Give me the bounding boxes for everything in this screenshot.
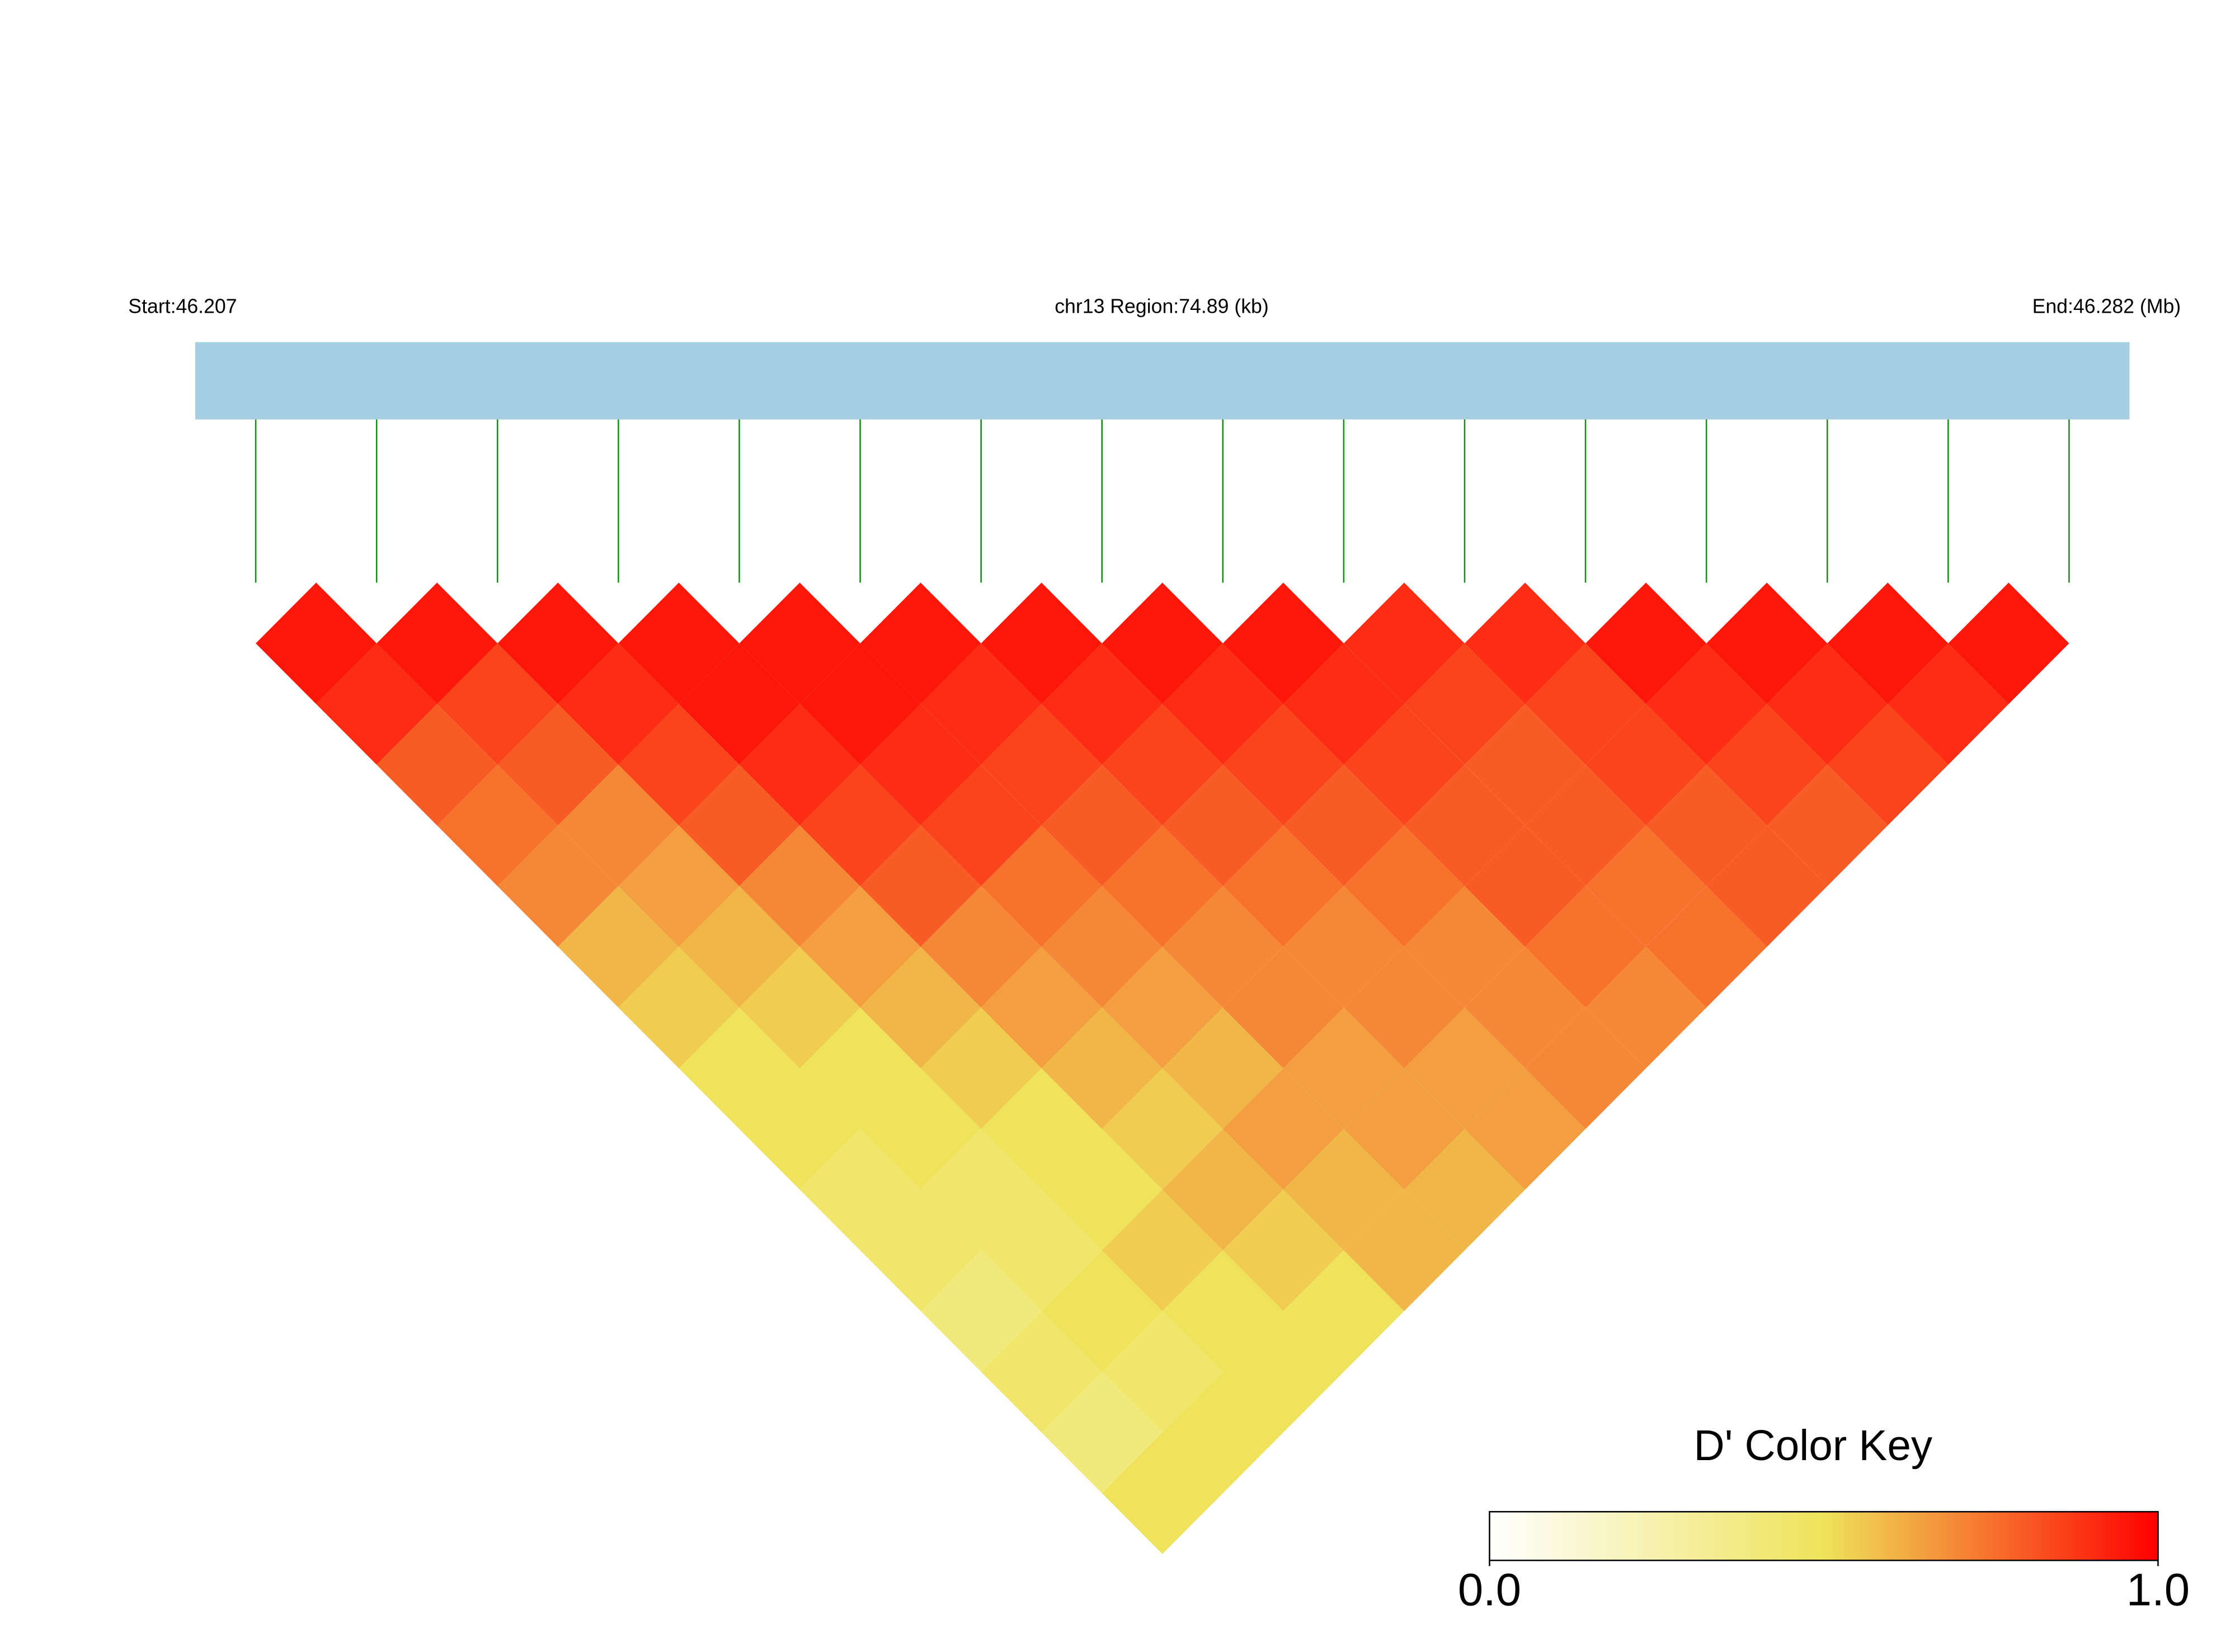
ld-cell xyxy=(1102,582,1223,704)
end-label: End:46.282 (Mb) xyxy=(2032,295,2181,318)
ld-cell xyxy=(618,825,740,947)
ld-cell xyxy=(1827,582,1949,704)
ld-cell xyxy=(1343,582,1465,704)
ld-cell xyxy=(1041,886,1163,1008)
snp-track xyxy=(195,342,2130,420)
ld-cell xyxy=(1464,582,1586,704)
color-key xyxy=(1489,1510,2159,1561)
ld-cell xyxy=(1041,765,1163,887)
ld-cell xyxy=(1585,582,1707,704)
ld-cell xyxy=(618,704,740,826)
region-label: chr13 Region:74.89 (kb) xyxy=(1055,295,1269,318)
ld-cell xyxy=(256,582,377,704)
ld-cell xyxy=(618,947,740,1069)
ld-cell xyxy=(1706,582,1828,704)
ld-cell xyxy=(860,582,981,704)
ld-cell xyxy=(1222,582,1344,704)
start-label: Start:46.207 xyxy=(128,295,237,318)
ld-cell xyxy=(981,582,1102,704)
ld-cell xyxy=(618,582,740,704)
key-tick-label: 0.0 xyxy=(1458,1565,1521,1616)
key-tick-label: 1.0 xyxy=(2126,1565,2190,1616)
ld-cell xyxy=(1041,1372,1163,1494)
ld-cell xyxy=(497,582,619,704)
legend-title: D' Color Key xyxy=(1694,1422,1933,1470)
ld-cell xyxy=(377,582,498,704)
ld-cell xyxy=(739,582,860,704)
ld-cell xyxy=(1041,1008,1163,1129)
ld-cell xyxy=(1948,582,2069,704)
